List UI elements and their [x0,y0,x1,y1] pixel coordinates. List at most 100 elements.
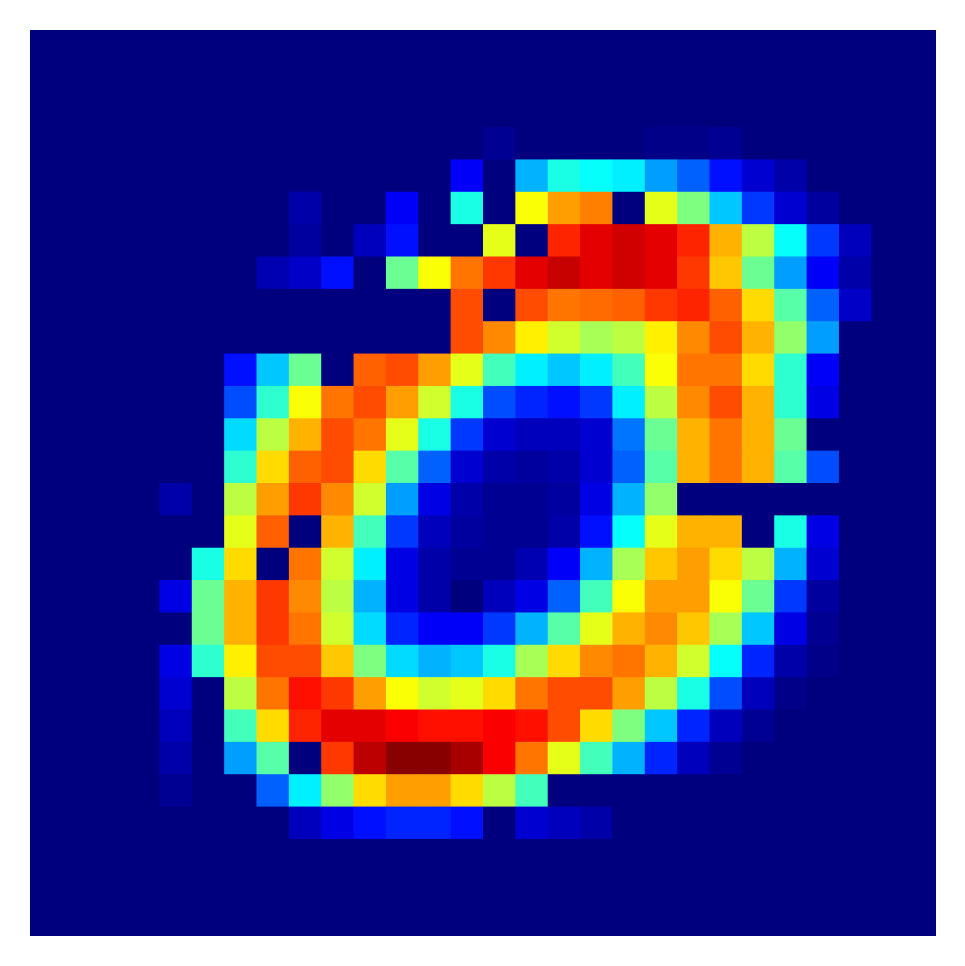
heatmap-cell-r13-c4 [159,450,193,484]
heatmap-cell-r26-c15 [515,871,549,905]
heatmap-cell-r21-c13 [450,709,484,743]
heatmap-cell-r22-c25 [838,741,872,775]
heatmap-cell-r19-c10 [353,644,387,678]
heatmap-cell-r25-c9 [321,838,355,872]
heatmap-cell-r7-c19 [644,256,678,290]
heatmap-cell-r9-c22 [741,321,775,355]
heatmap-cell-r13-c25 [838,450,872,484]
heatmap-cell-r13-c10 [353,450,387,484]
heatmap-cell-r20-c18 [612,677,646,711]
heatmap-cell-r2-c2 [94,94,128,128]
heatmap-cell-r26-c14 [483,871,516,905]
heatmap-cell-r12-c23 [774,418,808,452]
heatmap-cell-r17-c18 [612,580,646,614]
heatmap-cell-r25-c1 [62,838,96,872]
heatmap-cell-r19-c21 [709,644,743,678]
heatmap-cell-r0-c26 [871,30,905,63]
heatmap-cell-r1-c14 [483,62,516,96]
heatmap-cell-r21-c4 [159,709,193,743]
heatmap-cell-r0-c25 [838,30,872,63]
heatmap-cell-r9-c8 [288,321,322,355]
heatmap-cell-r9-c9 [321,321,355,355]
heatmap-cell-r2-c19 [644,94,678,128]
heatmap-cell-r13-c0 [30,450,63,484]
heatmap-cell-r20-c6 [224,677,258,711]
heatmap-cell-r20-c21 [709,677,743,711]
heatmap-cell-r13-c16 [547,450,581,484]
heatmap-cell-r1-c18 [612,62,646,96]
heatmap-cell-r12-c1 [62,418,96,452]
heatmap-cell-r15-c2 [94,515,128,549]
heatmap-cell-r3-c2 [94,127,128,161]
heatmap-cell-r21-c22 [741,709,775,743]
heatmap-cell-r22-c27 [903,741,936,775]
heatmap-cell-r0-c17 [580,30,614,63]
heatmap-cell-r10-c1 [62,353,96,387]
heatmap-cell-r27-c23 [774,903,808,936]
heatmap-cell-r26-c5 [191,871,225,905]
heatmap-cell-r20-c5 [191,677,225,711]
heatmap-cell-r6-c12 [418,224,452,258]
heatmap-cell-r1-c11 [385,62,419,96]
heatmap-cell-r11-c27 [903,385,936,419]
heatmap-cell-r8-c4 [159,288,193,322]
heatmap-cell-r16-c22 [741,547,775,581]
heatmap-cell-r2-c27 [903,94,936,128]
heatmap-cell-r23-c14 [483,774,516,808]
heatmap-cell-r7-c1 [62,256,96,290]
heatmap-cell-r23-c19 [644,774,678,808]
heatmap-cell-r9-c5 [191,321,225,355]
heatmap-cell-r25-c23 [774,838,808,872]
heatmap-cell-r9-c21 [709,321,743,355]
heatmap-cell-r13-c1 [62,450,96,484]
heatmap-cell-r5-c14 [483,191,516,225]
heatmap-cell-r0-c8 [288,30,322,63]
heatmap-cell-r23-c23 [774,774,808,808]
heatmap-cell-r8-c21 [709,288,743,322]
heatmap-cell-r14-c20 [677,483,711,516]
heatmap-cell-r12-c22 [741,418,775,452]
heatmap-cell-r2-c8 [288,94,322,128]
heatmap-cell-r2-c4 [159,94,193,128]
heatmap-cell-r0-c27 [903,30,936,63]
heatmap-cell-r13-c5 [191,450,225,484]
heatmap-cell-r10-c25 [838,353,872,387]
heatmap-cell-r20-c3 [127,677,161,711]
heatmap-cell-r15-c5 [191,515,225,549]
heatmap-cell-r8-c26 [871,288,905,322]
heatmap-cell-r18-c2 [94,612,128,646]
heatmap-cell-r3-c15 [515,127,549,161]
heatmap-cell-r25-c25 [838,838,872,872]
heatmap-cell-r10-c14 [483,353,516,387]
heatmap-cell-r1-c15 [515,62,549,96]
heatmap-cell-r21-c26 [871,709,905,743]
heatmap-cell-r14-c8 [288,483,322,516]
heatmap-cell-r26-c2 [94,871,128,905]
heatmap-cell-r25-c16 [547,838,581,872]
heatmap-cell-r13-c24 [806,450,840,484]
heatmap-cell-r10-c27 [903,353,936,387]
heatmap-cell-r14-c3 [127,483,161,516]
heatmap-cell-r11-c1 [62,385,96,419]
heatmap-cell-r3-c16 [547,127,581,161]
heatmap-cell-r19-c14 [483,644,516,678]
heatmap-cell-r9-c17 [580,321,614,355]
heatmap-cell-r0-c19 [644,30,678,63]
heatmap-cell-r8-c5 [191,288,225,322]
heatmap-cell-r1-c13 [450,62,484,96]
heatmap-cell-r21-c27 [903,709,936,743]
heatmap-cell-r24-c1 [62,806,96,840]
heatmap-cell-r7-c23 [774,256,808,290]
heatmap-cell-r24-c13 [450,806,484,840]
heatmap-cell-r2-c9 [321,94,355,128]
heatmap-cell-r17-c9 [321,580,355,614]
heatmap-cell-r6-c16 [547,224,581,258]
heatmap-cell-r2-c20 [677,94,711,128]
heatmap-cell-r0-c1 [62,30,96,63]
heatmap-cell-r26-c21 [709,871,743,905]
heatmap-cell-r5-c6 [224,191,258,225]
heatmap-cell-r27-c15 [515,903,549,936]
heatmap-cell-r8-c18 [612,288,646,322]
heatmap-cell-r7-c5 [191,256,225,290]
